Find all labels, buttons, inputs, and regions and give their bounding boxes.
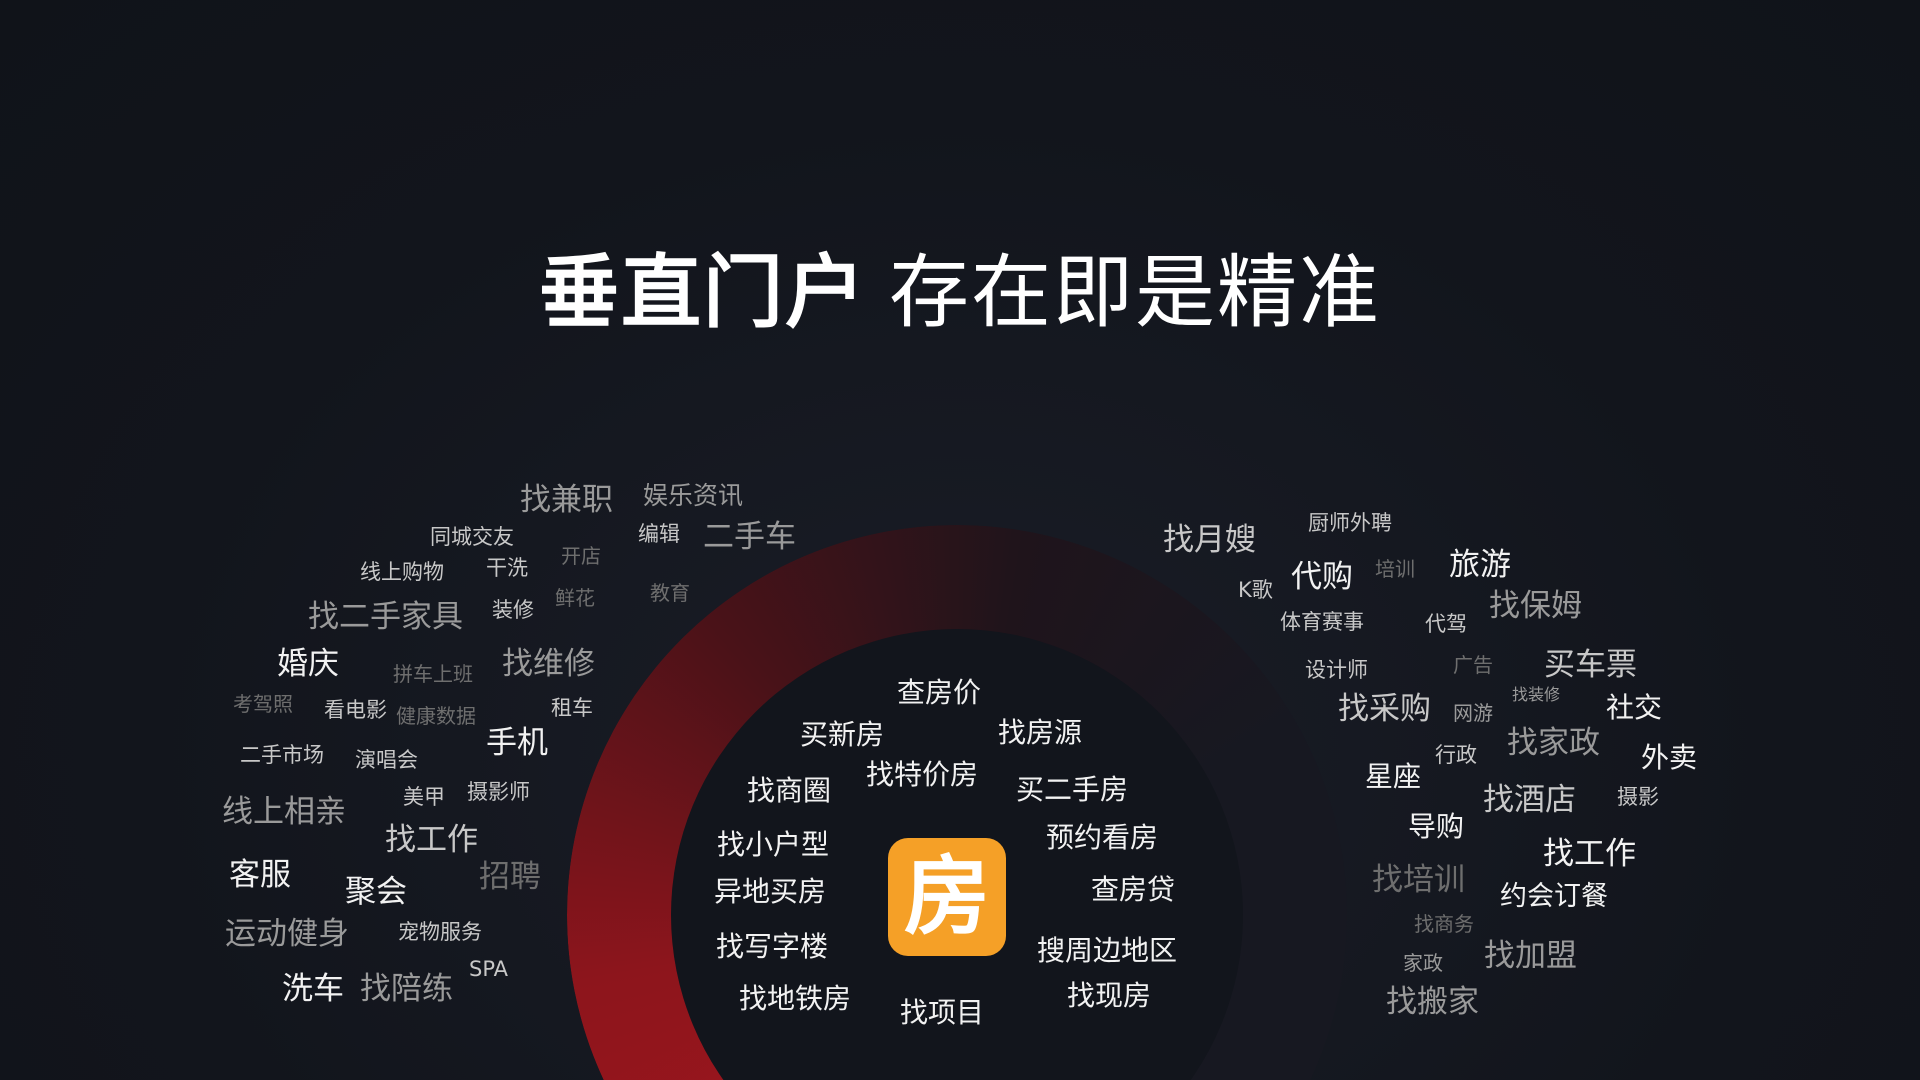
keyword: 聚会 bbox=[345, 874, 407, 910]
keyword: 鲜花 bbox=[555, 586, 595, 610]
keyword: 星座 bbox=[1365, 760, 1422, 793]
keyword: 找酒店 bbox=[1483, 782, 1576, 818]
keyword: 同城交友 bbox=[430, 525, 514, 549]
keyword: 拼车上班 bbox=[393, 662, 473, 686]
keyword: 摄影 bbox=[1617, 785, 1659, 809]
keyword: 健康数据 bbox=[396, 704, 476, 728]
keyword: 旅游 bbox=[1449, 547, 1511, 583]
keyword: 看电影 bbox=[324, 698, 387, 722]
keyword: 教育 bbox=[650, 581, 690, 605]
keyword: 培训 bbox=[1375, 557, 1415, 581]
keyword: 行政 bbox=[1435, 743, 1477, 767]
keyword: 摄影师 bbox=[467, 780, 530, 804]
keyword: 线上相亲 bbox=[222, 794, 346, 830]
keyword: 美甲 bbox=[403, 785, 445, 809]
keyword: 代购 bbox=[1291, 559, 1353, 595]
title-strong: 垂直门户 bbox=[539, 246, 867, 339]
keyword: 开店 bbox=[561, 544, 601, 568]
keyword: 买二手房 bbox=[1016, 773, 1129, 806]
keyword: 社交 bbox=[1606, 691, 1663, 724]
keyword: 查房价 bbox=[897, 676, 982, 709]
keyword: 找商务 bbox=[1414, 912, 1474, 936]
keyword: 演唱会 bbox=[355, 748, 418, 772]
keyword: 考驾照 bbox=[233, 692, 293, 716]
keyword: 找装修 bbox=[1512, 685, 1561, 704]
keyword: K歌 bbox=[1238, 578, 1273, 602]
keyword: 宠物服务 bbox=[398, 920, 482, 944]
keyword: 广告 bbox=[1453, 653, 1493, 677]
keyword: 找培训 bbox=[1372, 862, 1465, 898]
keyword: 二手车 bbox=[703, 519, 796, 555]
keyword: 找维修 bbox=[502, 646, 595, 682]
keyword: 导购 bbox=[1408, 810, 1465, 843]
keyword: 找月嫂 bbox=[1163, 522, 1256, 558]
keyword: 找房源 bbox=[998, 716, 1083, 749]
keyword: 租车 bbox=[551, 696, 593, 720]
keyword: 运动健身 bbox=[225, 916, 349, 952]
keyword: 买新房 bbox=[800, 718, 885, 751]
keyword: 体育赛事 bbox=[1280, 610, 1364, 634]
keyword: 客服 bbox=[229, 857, 291, 893]
keyword: 查房贷 bbox=[1091, 873, 1176, 906]
keyword: 外卖 bbox=[1641, 741, 1698, 774]
keyword: 洗车 bbox=[282, 971, 344, 1007]
keyword: 找写字楼 bbox=[716, 930, 829, 963]
keyword: 婚庆 bbox=[277, 646, 339, 682]
keyword: 二手市场 bbox=[240, 743, 324, 767]
keyword: 找现房 bbox=[1067, 979, 1152, 1012]
keyword: 家政 bbox=[1403, 951, 1443, 975]
keyword: 找加盟 bbox=[1484, 938, 1577, 974]
keyword: 手机 bbox=[486, 725, 548, 761]
keyword: 找工作 bbox=[385, 822, 478, 858]
keyword: 代驾 bbox=[1425, 612, 1467, 636]
keyword: 搜周边地区 bbox=[1037, 934, 1178, 967]
keyword: 网游 bbox=[1453, 701, 1493, 725]
keyword: 找项目 bbox=[900, 996, 985, 1029]
keyword: 找工作 bbox=[1543, 836, 1636, 872]
keyword: 找二手家具 bbox=[308, 599, 463, 635]
keyword: 找家政 bbox=[1507, 725, 1600, 761]
keyword: 找商圈 bbox=[747, 774, 832, 807]
keyword: 找陪练 bbox=[360, 971, 453, 1007]
page-title: 垂直门户 存在即是精准 bbox=[0, 245, 1920, 341]
keyword: 线上购物 bbox=[360, 560, 444, 584]
keyword: 厨师外聘 bbox=[1308, 511, 1392, 535]
keyword: 约会订餐 bbox=[1500, 881, 1608, 912]
keyword: SPA bbox=[469, 957, 509, 981]
keyword: 娱乐资讯 bbox=[643, 481, 744, 510]
keyword: 找特价房 bbox=[866, 758, 979, 791]
keyword: 预约看房 bbox=[1046, 821, 1159, 854]
keyword: 设计师 bbox=[1305, 658, 1368, 682]
title-light: 存在即是精准 bbox=[889, 246, 1381, 339]
keyword: 装修 bbox=[492, 598, 534, 622]
keyword: 找采购 bbox=[1338, 691, 1431, 727]
keyword: 找兼职 bbox=[520, 482, 613, 518]
keyword: 找搬家 bbox=[1386, 984, 1479, 1020]
keyword: 找保姆 bbox=[1489, 588, 1582, 624]
keyword: 买车票 bbox=[1544, 647, 1637, 683]
keyword: 异地买房 bbox=[714, 875, 827, 908]
house-logo-icon: 房 bbox=[888, 838, 1006, 956]
keyword: 干洗 bbox=[486, 556, 528, 580]
keyword: 找小户型 bbox=[717, 828, 830, 861]
keyword: 编辑 bbox=[638, 522, 680, 546]
keyword: 招聘 bbox=[479, 859, 541, 895]
keyword: 找地铁房 bbox=[739, 982, 852, 1015]
